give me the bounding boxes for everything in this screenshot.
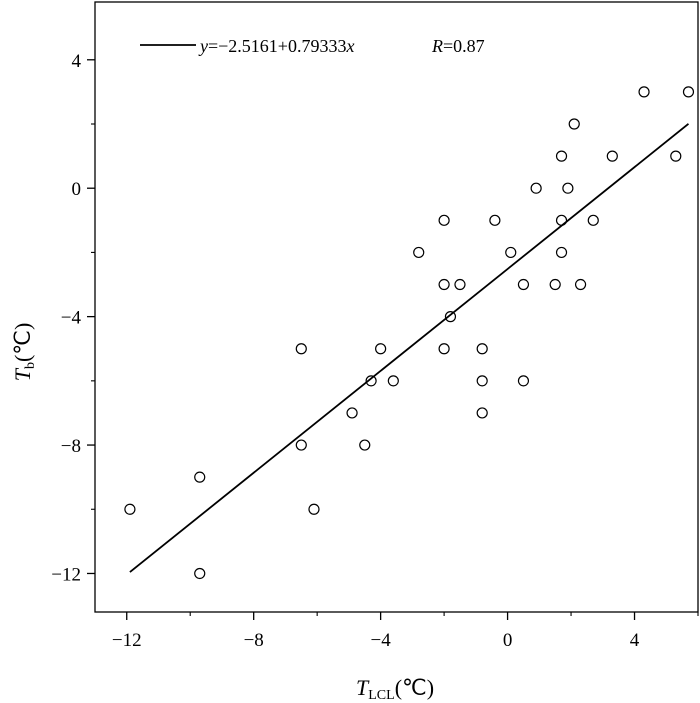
data-point	[295, 439, 307, 451]
y-tick-label: −4	[61, 308, 82, 329]
x-axis-label-main: T	[356, 675, 370, 700]
data-point	[444, 311, 457, 323]
legend-equation-body: =−2.5161+0.79333	[208, 36, 346, 56]
data-point	[438, 278, 450, 291]
legend-x-symbol: x	[345, 36, 354, 56]
data-point	[562, 182, 574, 194]
data-point	[476, 375, 488, 387]
legend-r-value: =0.87	[443, 36, 485, 56]
data-points	[124, 86, 695, 580]
data-point	[346, 407, 358, 419]
data-point	[517, 375, 530, 387]
x-axis-label: TLCL(℃)	[356, 675, 434, 703]
data-point	[505, 246, 517, 259]
data-point	[530, 182, 542, 194]
data-point	[555, 246, 568, 259]
fit-line	[129, 123, 690, 573]
legend: y=−2.5161+0.79333x R=0.87	[140, 36, 485, 56]
data-point	[308, 503, 320, 515]
x-tick-label: 0	[503, 630, 513, 651]
data-point	[682, 86, 695, 98]
legend-y-symbol: y	[198, 36, 208, 56]
y-tick-label: −8	[61, 436, 81, 457]
data-point	[555, 214, 568, 226]
data-point	[194, 567, 206, 580]
y-tick-label: −12	[51, 564, 81, 585]
x-tick-label: 4	[630, 630, 640, 651]
data-point	[124, 503, 136, 515]
legend-r-symbol: R	[431, 36, 443, 56]
data-point	[555, 150, 568, 162]
x-axis-label-unit: (℃)	[395, 675, 434, 700]
x-tick-label: −12	[112, 630, 142, 651]
y-tick-label: 0	[72, 179, 82, 200]
y-axis-label: Tb(℃)	[10, 323, 38, 382]
data-point	[194, 471, 206, 483]
data-point	[454, 278, 466, 291]
x-tick-label: −4	[371, 630, 392, 651]
data-point	[476, 343, 488, 355]
x-tick-label: −8	[244, 630, 264, 651]
data-point	[587, 214, 599, 226]
data-point	[438, 343, 450, 355]
data-point	[549, 278, 561, 291]
data-point	[438, 214, 450, 226]
y-axis-label-main: T	[10, 367, 35, 381]
svg-text:y=−2.5161+0.79333x: y=−2.5161+0.79333x	[198, 36, 354, 56]
svg-text:R=0.87: R=0.87	[431, 36, 485, 56]
data-point	[295, 343, 307, 355]
axis-ticks: −12 −8 −4 0 4 −12 −8 −4 0 4	[51, 51, 699, 651]
data-point	[606, 150, 618, 162]
y-axis-label-sub: b	[23, 362, 38, 369]
plot-area-frame	[94, 1, 699, 613]
data-point	[638, 86, 650, 98]
data-point	[670, 150, 682, 162]
data-point	[413, 246, 425, 259]
x-axis-label-sub: LCL	[368, 688, 394, 703]
data-point	[375, 343, 387, 355]
y-tick-label: 4	[72, 51, 82, 72]
data-point	[359, 439, 371, 451]
data-point	[517, 278, 530, 291]
data-point	[476, 407, 488, 419]
data-point	[489, 214, 501, 226]
y-axis-label-unit: (℃)	[10, 323, 35, 362]
data-point	[387, 375, 399, 387]
data-point	[574, 278, 587, 291]
data-point	[568, 118, 580, 130]
data-point	[365, 375, 377, 387]
